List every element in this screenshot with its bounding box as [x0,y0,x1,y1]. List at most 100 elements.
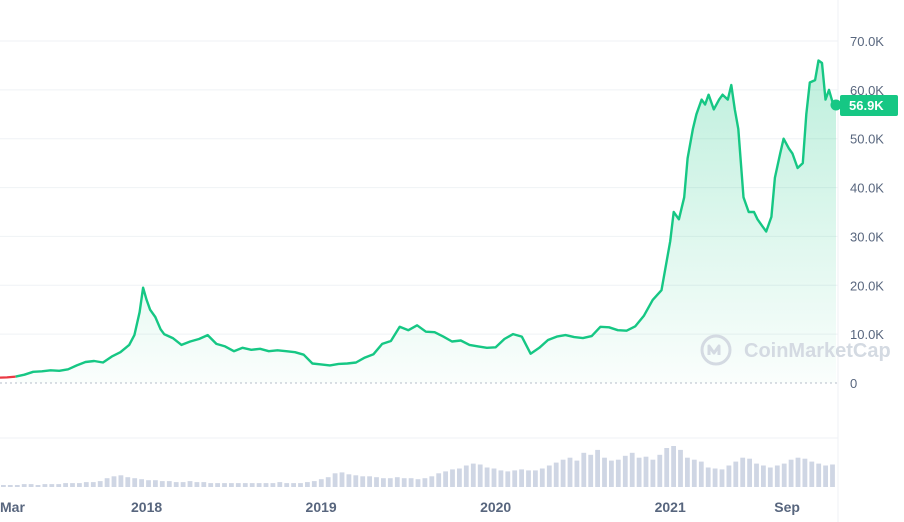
volume-bar [443,471,448,487]
y-tick-label: 70.0K [850,34,884,49]
volume-bar [325,477,331,487]
volume-bar [657,454,663,487]
volume-bar [374,477,379,487]
volume-bar [726,465,732,487]
x-tick-label: 2020 [480,499,511,515]
volume-bar [291,483,296,487]
volume-bar [104,478,110,487]
volume-bar [222,483,227,487]
volume-bar [70,483,75,487]
volume-bar [802,458,808,487]
volume-bar [318,479,324,487]
volume-bar [609,460,614,487]
volume-bar [256,483,262,487]
volume-bar [747,458,752,487]
volume-bar [42,484,48,487]
volume-bar [602,457,607,487]
volume-bar [194,482,200,487]
x-tick-label: 2019 [306,499,337,515]
volume-bar [298,483,303,487]
x-axis-ticks: Mar 2018 2019 2020 2021 Sep [0,499,800,515]
volume-bar [360,476,366,487]
volume-bar [387,478,393,487]
price-line-down-segment [0,375,16,379]
chart-gridlines [0,40,838,439]
y-tick-label: 50.0K [850,132,884,147]
volume-bar [761,465,766,487]
volume-bar [381,478,386,487]
x-tick-label: Mar [0,499,25,515]
volume-bar [643,456,649,487]
volume-bar [581,452,587,487]
volume-bar [560,459,566,487]
volume-bar [664,448,670,487]
volume-bar [49,484,55,487]
volume-bar [463,465,469,487]
volume-bar [595,449,600,487]
volume-bar [208,483,214,487]
volume-bar [35,485,41,487]
volume-bar [215,483,220,487]
volume-bar [505,471,511,487]
volume-bar [457,468,462,487]
volume-bar [277,482,283,487]
x-tick-label: 2018 [131,499,162,515]
current-price-label: 56.9K [849,98,884,113]
volume-bar [795,457,801,487]
volume-bar [470,463,476,487]
volume-bar [56,484,62,487]
coinmarketcap-logo-icon [700,334,732,366]
volume-bar [698,461,704,487]
volume-bar [332,473,338,487]
volume-bar [311,481,317,487]
volume-bar [546,465,552,487]
volume-bar [153,480,158,487]
volume-bar [691,459,697,487]
volume-bar [270,483,276,487]
volume-bar [63,483,68,487]
volume-bar [650,459,656,487]
volume-bar [553,462,559,487]
volume-bar [7,485,13,487]
volume-bar [429,476,435,487]
volume-bar [809,461,815,487]
volume-bar [242,483,248,487]
y-tick-label: 60.0K [850,83,884,98]
volume-bar [740,457,746,487]
volume-bar [477,464,483,487]
volume-bars [1,446,835,487]
volume-bar [567,457,573,487]
volume-bar [774,465,780,487]
volume-bar [21,484,27,487]
volume-bar [235,483,241,487]
volume-bar [629,452,635,487]
volume-bar [484,467,490,487]
volume-bar [14,485,20,487]
volume-bar [346,474,352,487]
y-tick-label: 0 [850,376,857,391]
price-area-fill [15,60,836,383]
volume-bar [111,476,117,487]
current-price-badge: 56.9K [840,95,898,117]
volume-bar [125,477,131,487]
volume-bar [450,469,455,487]
volume-bar [353,475,359,487]
volume-bar [719,469,725,487]
x-tick-label: 2021 [655,499,686,515]
volume-bar [263,483,269,487]
volume-bar [401,478,407,487]
volume-bar [118,475,124,487]
y-axis-ticks: 0 10.0K 20.0K 30.0K 40.0K 50.0K 60.0K 70.0K [850,34,884,391]
volume-bar [491,468,497,487]
volume-bar [533,470,538,487]
volume-bar [436,473,442,487]
volume-bar [187,481,193,487]
volume-bar [615,459,621,487]
volume-bar [685,457,690,487]
volume-bar [830,464,835,487]
volume-bar [781,463,787,487]
volume-bar [146,480,151,487]
volume-bar [159,481,165,487]
volume-bar [574,460,580,487]
